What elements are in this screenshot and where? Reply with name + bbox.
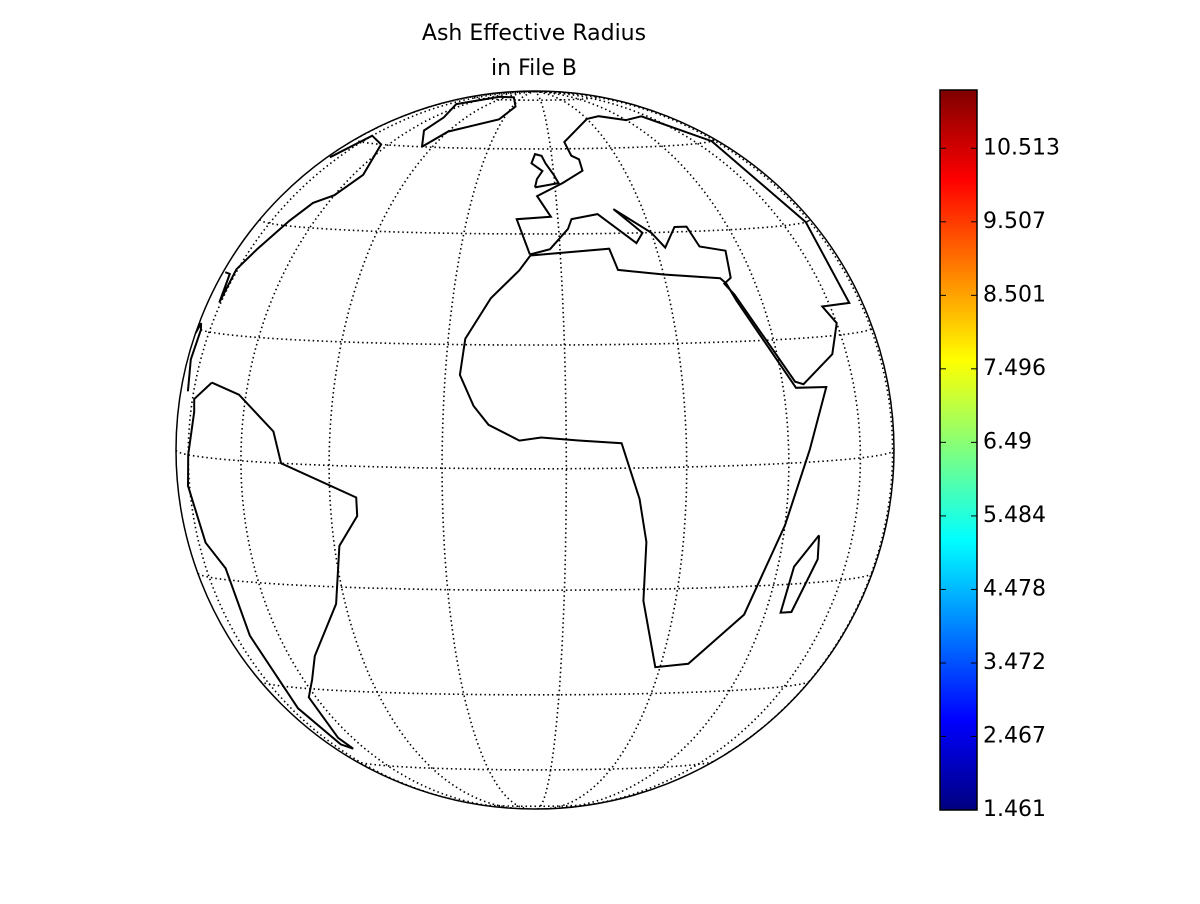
colorbar-tick-label: 8.501 [983,282,1046,307]
colorbar-tick-label: 10.513 [983,135,1060,160]
colorbar-tick-label: 7.496 [983,356,1046,381]
title-line: in File B [491,56,577,81]
colorbar-fill [940,90,977,810]
title-line: Ash Effective Radius [422,21,646,46]
colorbar-tick-label: 3.472 [983,650,1046,675]
colorbar-tick-label: 5.484 [983,503,1046,528]
colorbar-tick-label: 4.478 [983,576,1046,601]
colorbar-tick-label: 6.49 [983,429,1032,454]
colorbar-tick-label: 1.461 [983,797,1046,822]
colorbar-tick-label: 9.507 [983,209,1046,234]
colorbar-tick-label: 2.467 [983,723,1046,748]
